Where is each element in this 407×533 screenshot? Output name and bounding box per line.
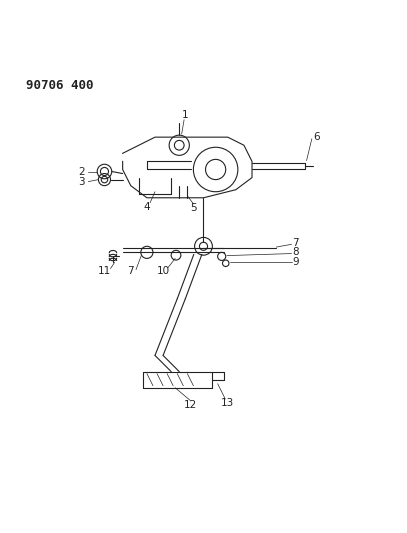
Text: 8: 8 [292,247,299,257]
Text: 6: 6 [313,132,320,142]
Text: 90706 400: 90706 400 [26,78,93,92]
Text: 2: 2 [78,166,85,176]
Text: 9: 9 [292,257,299,268]
Text: 11: 11 [98,265,111,276]
Text: 5: 5 [190,203,197,213]
Text: 12: 12 [184,400,197,410]
Text: 4: 4 [144,201,150,212]
Text: 3: 3 [78,176,85,187]
Text: 13: 13 [221,398,234,408]
Text: 7: 7 [127,266,134,276]
Text: 1: 1 [182,110,188,120]
Text: 7: 7 [292,238,299,248]
Text: 10: 10 [157,266,170,276]
